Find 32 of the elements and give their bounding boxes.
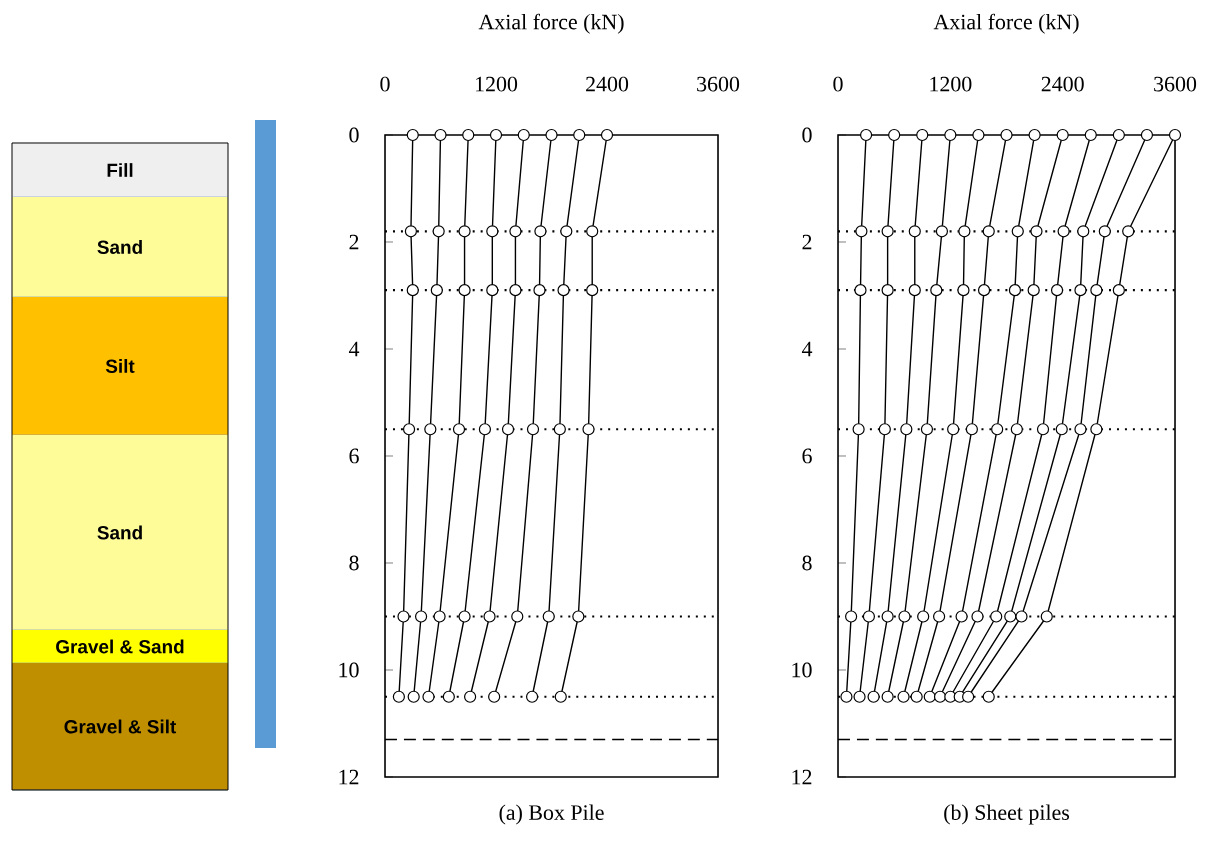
x-tick-label: 2400 — [586, 76, 629, 92]
y-tick-label: 2 — [349, 234, 359, 250]
y-tick-label: 10 — [339, 662, 359, 678]
y-tick-label: 0 — [349, 127, 359, 143]
y-tick-label: 0 — [802, 127, 812, 143]
text: Fill — [107, 163, 133, 177]
text: Sand — [97, 525, 142, 540]
y-tick-label: 8 — [349, 555, 359, 571]
y-tick-label: 4 — [348, 341, 360, 357]
y-tick-label: 2 — [802, 234, 812, 250]
x-axis-title: Axial force (kN) — [478, 13, 624, 34]
text: (a) Box Pile — [499, 804, 604, 825]
text: (b) Sheet piles — [944, 804, 1070, 825]
y-tick-label: 4 — [801, 341, 813, 357]
y-tick-label: 6 — [802, 448, 812, 464]
y-tick-label: 10 — [792, 662, 812, 678]
x-tick-label: 1200 — [930, 76, 972, 92]
text: Silt — [105, 359, 135, 373]
y-tick-label: 6 — [349, 448, 359, 464]
y-tick-label: 12 — [792, 769, 812, 785]
x-tick-label: 2400 — [1041, 76, 1084, 92]
x-axis-title: Axial force (kN) — [933, 13, 1079, 34]
x-tick-label: 3600 — [1154, 76, 1197, 92]
x-tick-label: 3600 — [697, 76, 740, 92]
y-tick-label: 8 — [802, 555, 812, 571]
text: Gravel & Sand — [56, 639, 184, 654]
x-tick-label: 0 — [380, 76, 390, 92]
text: Sand — [97, 240, 142, 254]
x-tick-label: 0 — [833, 76, 843, 92]
text: Gravel & Silt — [64, 719, 177, 734]
y-tick-label: 12 — [339, 769, 359, 785]
x-tick-label: 1200 — [476, 76, 518, 92]
